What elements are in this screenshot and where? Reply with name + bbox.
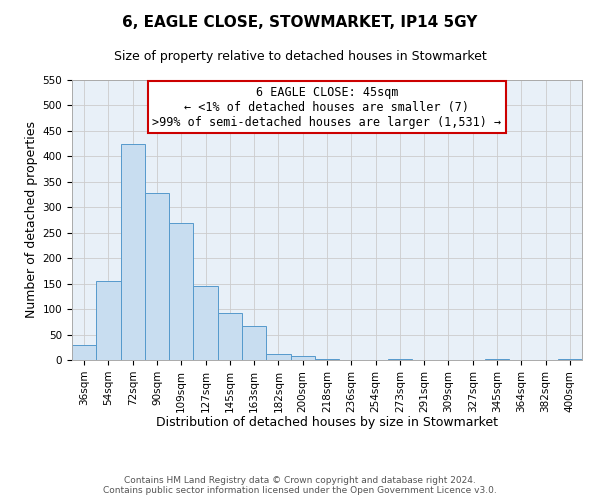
- Text: Contains HM Land Registry data © Crown copyright and database right 2024.: Contains HM Land Registry data © Crown c…: [124, 476, 476, 485]
- Text: Contains public sector information licensed under the Open Government Licence v3: Contains public sector information licen…: [103, 486, 497, 495]
- Bar: [218, 313, 242, 360]
- Bar: [96, 281, 121, 360]
- Bar: [290, 356, 315, 360]
- Bar: [266, 354, 290, 360]
- X-axis label: Distribution of detached houses by size in Stowmarket: Distribution of detached houses by size …: [156, 416, 498, 429]
- Text: 6, EAGLE CLOSE, STOWMARKET, IP14 5GY: 6, EAGLE CLOSE, STOWMARKET, IP14 5GY: [122, 15, 478, 30]
- Bar: [145, 193, 169, 360]
- Bar: [242, 326, 266, 360]
- Bar: [169, 222, 193, 360]
- Y-axis label: Number of detached properties: Number of detached properties: [25, 122, 38, 318]
- Bar: [121, 144, 145, 360]
- Bar: [193, 286, 218, 360]
- Bar: [72, 344, 96, 360]
- Text: Size of property relative to detached houses in Stowmarket: Size of property relative to detached ho…: [113, 50, 487, 63]
- Bar: [315, 359, 339, 360]
- Text: 6 EAGLE CLOSE: 45sqm
← <1% of detached houses are smaller (7)
>99% of semi-detac: 6 EAGLE CLOSE: 45sqm ← <1% of detached h…: [152, 86, 502, 128]
